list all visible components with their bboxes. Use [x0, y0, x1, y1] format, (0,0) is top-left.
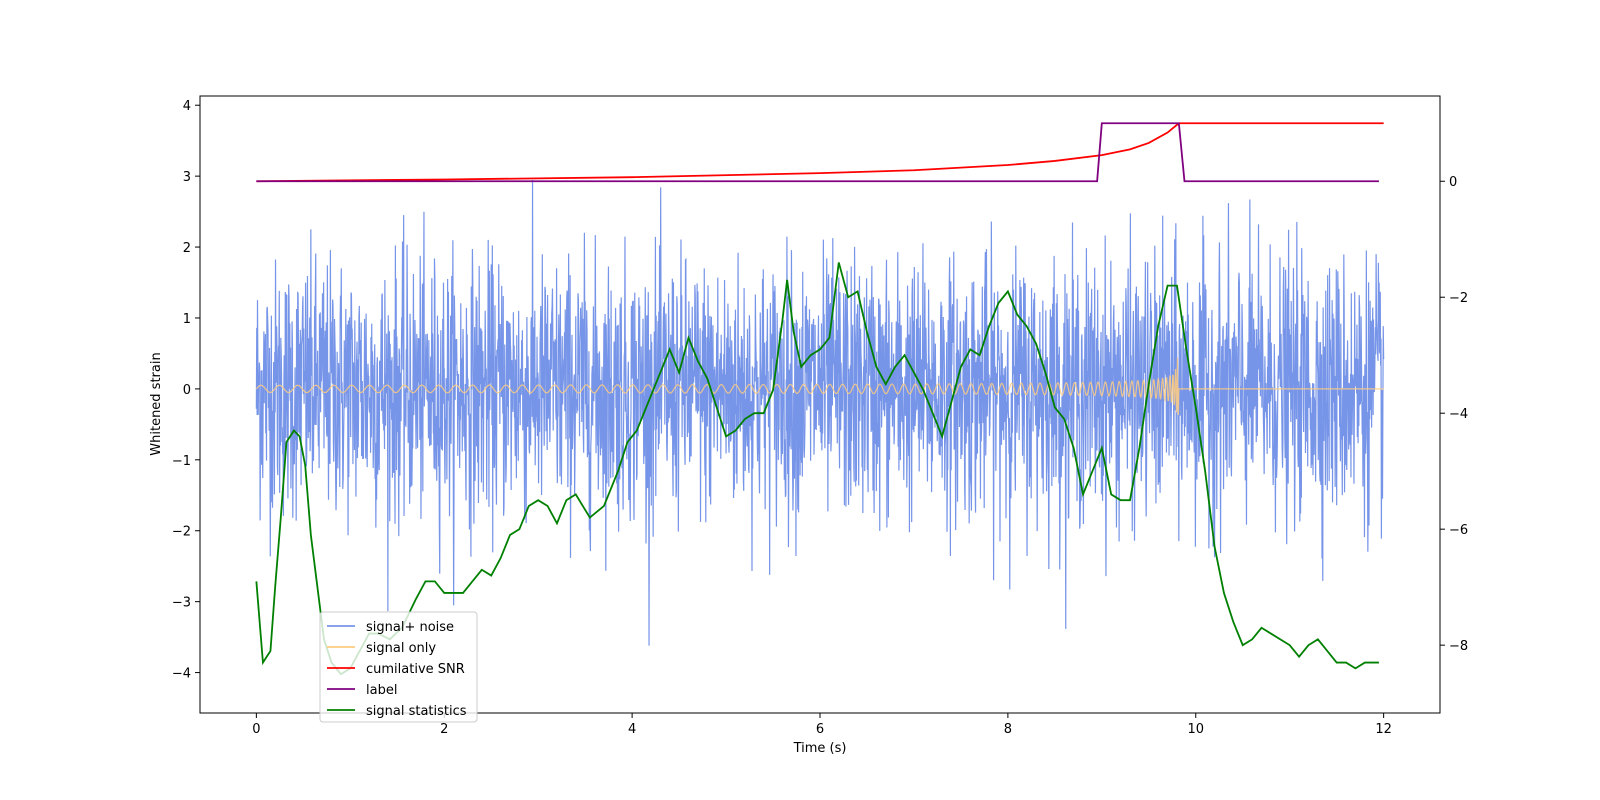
y2-tick-label: −4 — [1449, 407, 1468, 422]
x-tick-label: 8 — [1004, 722, 1012, 737]
series-signal-statistics-line — [255, 262, 1379, 676]
series-signal-only-line — [255, 357, 1384, 415]
legend-label: signal statistics — [366, 704, 467, 719]
legend-box — [319, 611, 478, 723]
x-axis-label: Time (s) — [793, 741, 847, 756]
legend: signal+ noise signal only cumilative SNR la… — [319, 611, 478, 723]
y2-axis-ticks: −8 −6 −4 −2 0 — [1440, 175, 1468, 654]
y-tick-label: −1 — [172, 454, 191, 469]
y2-tick-label: −6 — [1449, 523, 1468, 538]
x-tick-label: 12 — [1375, 722, 1392, 737]
y2-tick-label: −8 — [1449, 639, 1468, 654]
x-tick-label: 0 — [252, 722, 260, 737]
y-tick-label: 4 — [183, 99, 191, 114]
series-signal-noise-line — [255, 179, 1385, 646]
y-axis-ticks: −4 −3 −2 −1 0 1 2 3 4 — [172, 99, 200, 682]
y-axis-label: Whitened strain — [149, 352, 164, 455]
legend-label: signal+ noise — [366, 620, 454, 635]
y-tick-label: −4 — [172, 667, 191, 682]
y-tick-label: 3 — [183, 170, 191, 185]
series-layer — [255, 122, 1385, 676]
y-tick-label: 2 — [183, 241, 191, 256]
legend-label: label — [366, 683, 397, 698]
series-label-line — [256, 122, 1379, 183]
x-tick-label: 2 — [440, 722, 448, 737]
y2-tick-label: −2 — [1449, 291, 1468, 306]
legend-label: cumilative SNR — [366, 662, 465, 677]
x-tick-label: 4 — [628, 722, 636, 737]
y-tick-label: 0 — [183, 383, 191, 398]
y-tick-label: −2 — [172, 525, 191, 540]
legend-label: signal only — [366, 641, 436, 656]
x-tick-label: 6 — [816, 722, 824, 737]
y2-tick-label: 0 — [1449, 175, 1457, 190]
x-tick-label: 10 — [1187, 722, 1204, 737]
y-tick-label: −3 — [172, 596, 191, 611]
y-tick-label: 1 — [183, 312, 191, 327]
series-cumulative-snr-line — [256, 122, 1384, 183]
